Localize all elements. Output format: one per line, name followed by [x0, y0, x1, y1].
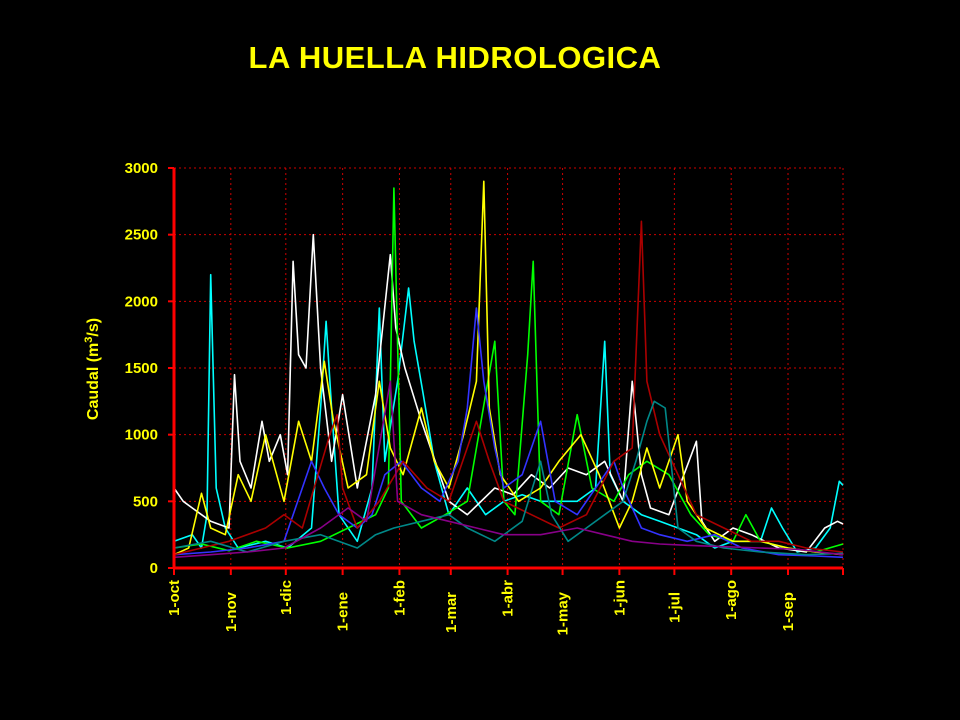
x-tick-label: 1-ago: [723, 580, 740, 620]
series-line-6: [173, 220, 844, 556]
x-tick-label: 1-abr: [500, 580, 517, 617]
y-axis-label: Caudal (m3/s): [83, 318, 102, 420]
y-tick-label: 1500: [125, 360, 158, 377]
x-tick-label: 1-mar: [443, 592, 460, 633]
series-layer: [173, 180, 844, 559]
series-line-1: [173, 273, 844, 553]
x-tick-label: 1-jul: [666, 592, 683, 623]
y-tick-label: 500: [133, 493, 158, 510]
chart-title: LA HUELLA HIDROLOGICA: [248, 40, 662, 75]
series-line-8: [173, 380, 844, 559]
series-line-7: [173, 400, 844, 556]
y-tick-label: 1000: [125, 427, 158, 444]
y-tick-label: 2500: [125, 227, 158, 244]
y-tick-label: 0: [150, 560, 158, 577]
x-tick-label: 1-dic: [278, 580, 295, 615]
series-line-2: [173, 233, 844, 553]
x-tick-label: 1-ene: [335, 592, 352, 631]
y-tick-labels: 0 500 1000 1500 2000 2500 3000: [125, 160, 158, 577]
grid-layer: [174, 167, 844, 568]
x-tick-label: 1-jun: [611, 580, 628, 616]
series-line-4: [173, 180, 844, 556]
y-tick-label: 2000: [125, 293, 158, 310]
axis-layer: [168, 167, 844, 575]
x-tick-labels: 1-oct 1-nov 1-dic 1-ene 1-feb 1-mar 1-abr 1-may…: [166, 580, 797, 636]
series-line-3: [173, 187, 844, 553]
x-tick-label: 1-sep: [780, 592, 797, 631]
x-tick-label: 1-nov: [223, 591, 240, 632]
y-tick-label: 3000: [125, 160, 158, 177]
x-tick-label: 1-feb: [391, 580, 408, 616]
x-tick-label: 1-oct: [166, 580, 183, 616]
series-line-5: [173, 307, 844, 559]
x-tick-label: 1-may: [555, 591, 572, 635]
